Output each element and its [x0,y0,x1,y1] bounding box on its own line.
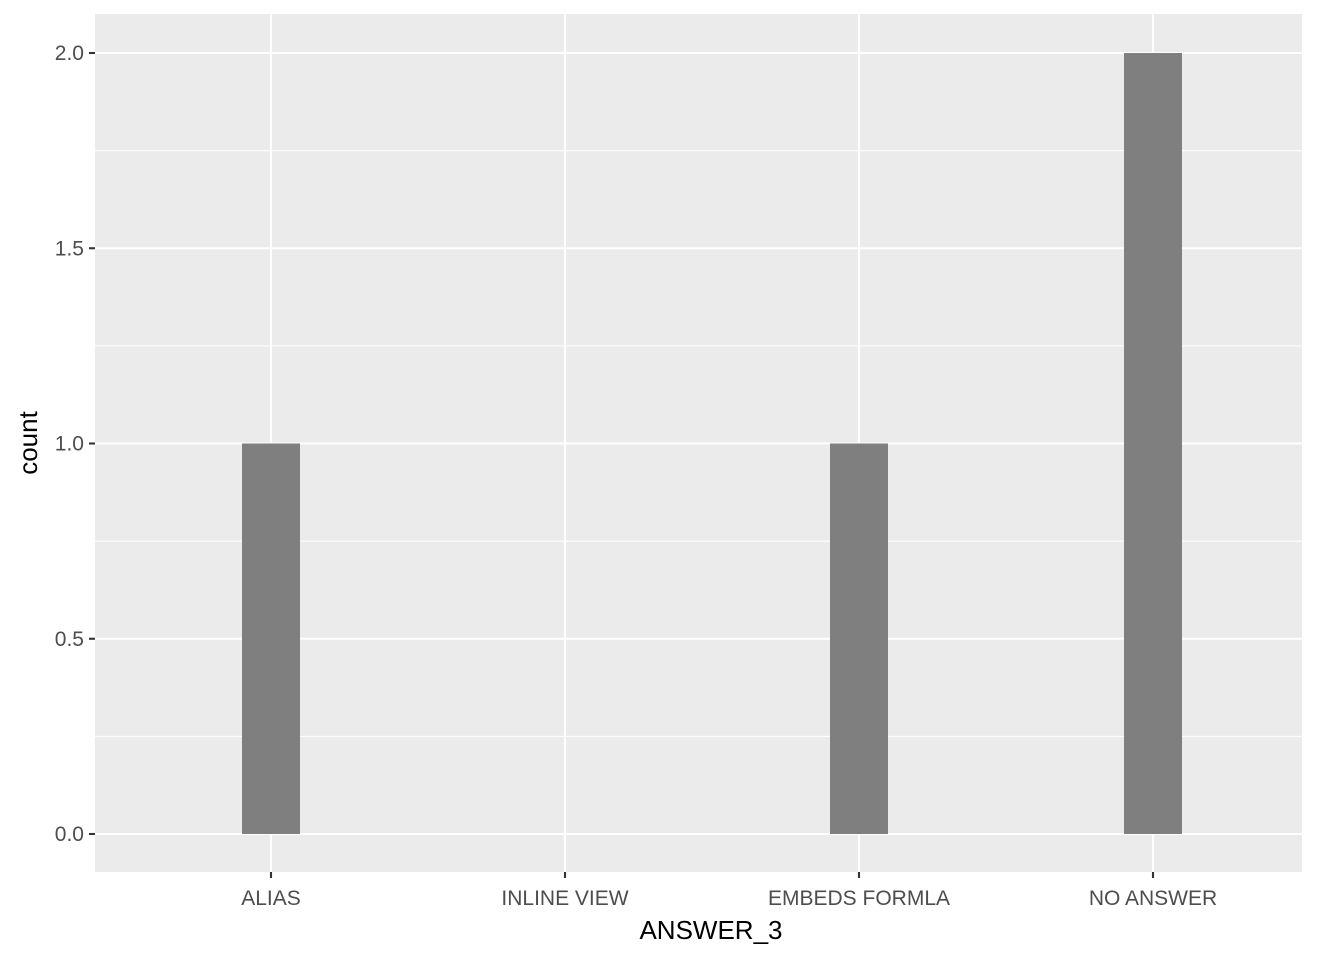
x-tick-label: INLINE VIEW [501,887,628,910]
x-axis: ALIAS INLINE VIEW EMBEDS FORMLA NO ANSWER [241,872,1217,910]
y-tick-label: 1.0 [55,433,84,456]
x-tick-label: NO ANSWER [1089,887,1217,910]
y-tick-label: 2.0 [55,42,84,65]
bars [242,53,1182,834]
y-axis: 0.0 0.5 1.0 1.5 2.0 [55,42,95,846]
y-tick-label: 0.0 [55,823,84,846]
bar [830,443,888,834]
y-tick-label: 1.5 [55,237,84,260]
x-tick-label: ALIAS [241,887,301,910]
y-axis-title: count [13,410,43,474]
y-tick-label: 0.5 [55,628,84,651]
bar [1124,53,1182,834]
x-tick-label: EMBEDS FORMLA [768,887,950,910]
x-axis-title: ANSWER_3 [639,915,782,945]
bar [242,443,300,834]
